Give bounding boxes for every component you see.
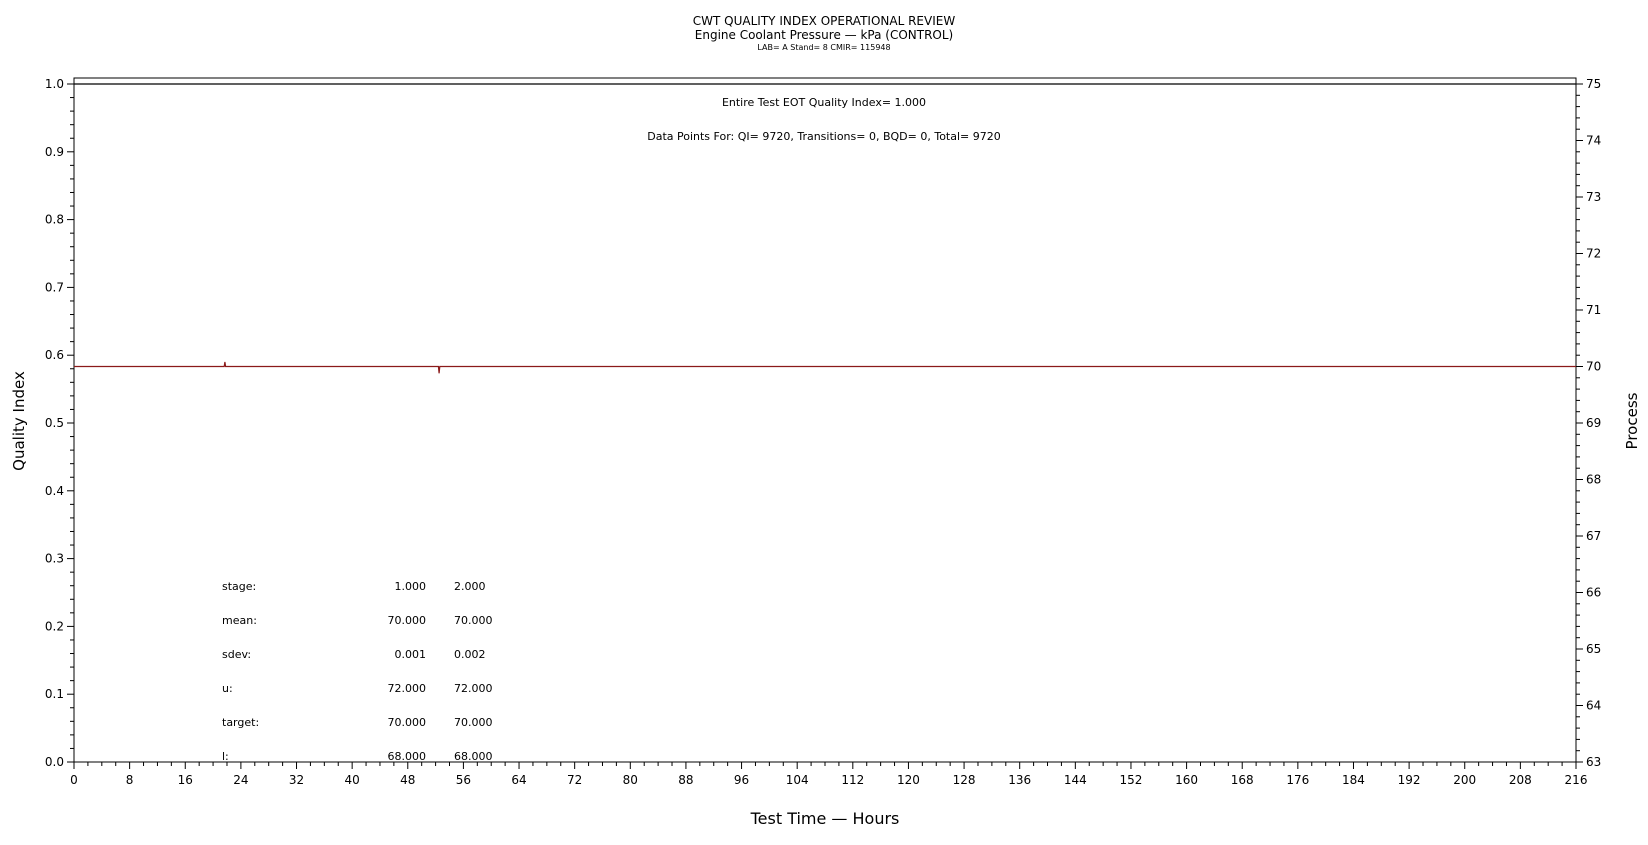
y-axis-right: 63 64 65 66 67 68 69 70 71 72 73 74 75	[1576, 77, 1601, 769]
stats-row-value-1: 70.000	[388, 716, 427, 729]
x-tick-label: 64	[511, 773, 526, 787]
y-tick-label: 0.9	[45, 145, 64, 159]
x-tick-label: 80	[623, 773, 638, 787]
x-tick-label: 40	[345, 773, 360, 787]
stats-row-value-1: 70.000	[388, 614, 427, 627]
y-tick-label: 0.0	[45, 755, 64, 769]
x-tick-label: 144	[1064, 773, 1087, 787]
x-tick-label: 168	[1231, 773, 1254, 787]
stats-row-value-1: 72.000	[388, 682, 427, 695]
stats-row-value-2: 2.000	[454, 580, 486, 593]
y2-tick-label: 71	[1586, 303, 1601, 317]
stats-row-value-2: 70.000	[454, 716, 493, 729]
x-tick-label: 184	[1342, 773, 1365, 787]
stats-row-value-2: 68.000	[454, 750, 493, 763]
y-tick-label: 0.6	[45, 348, 64, 362]
y-axis-left: 0.0 0.1 0.2 0.3 0.4 0.5 0.6 0.7 0.8 0.9 1.0	[45, 77, 74, 769]
x-tick-label: 120	[897, 773, 920, 787]
y2-axis-label: Process	[1623, 392, 1641, 449]
x-tick-label: 48	[400, 773, 415, 787]
y2-tick-label: 70	[1586, 360, 1601, 374]
y-axis-label: Quality Index	[10, 371, 28, 471]
stats-row-value-1: 68.000	[388, 750, 427, 763]
x-tick-label: 160	[1175, 773, 1198, 787]
series-layer	[74, 83, 1576, 374]
y-tick-label: 1.0	[45, 77, 64, 91]
chart-subtitle: Engine Coolant Pressure — kPa (CONTROL)	[694, 28, 954, 42]
y2-tick-label: 68	[1586, 473, 1601, 487]
y2-tick-label: 66	[1586, 586, 1601, 600]
stats-row-label: l:	[222, 750, 229, 763]
y2-tick-label: 73	[1586, 190, 1601, 204]
stats-row-value-2: 70.000	[454, 614, 493, 627]
y-tick-label: 0.7	[45, 280, 64, 294]
y-tick-label: 0.3	[45, 552, 64, 566]
x-axis: 0 8 16 24 32 40 48 56 64 72 80 88 96 104 112 120 128 136 1…	[70, 762, 1587, 787]
chart-title: CWT QUALITY INDEX OPERATIONAL REVIEW	[692, 14, 956, 28]
y-tick-label: 0.4	[45, 484, 64, 498]
y-tick-label: 0.1	[45, 687, 64, 701]
x-tick-label: 72	[567, 773, 582, 787]
y2-tick-label: 75	[1586, 77, 1601, 91]
stats-row-value-2: 0.002	[454, 648, 486, 661]
data-points-annotation: Data Points For: QI= 9720, Transitions= …	[647, 130, 1001, 143]
x-tick-label: 136	[1008, 773, 1031, 787]
stats-row-value-2: 72.000	[454, 682, 493, 695]
chart-meta: LAB= A Stand= 8 CMIR= 115948	[757, 43, 891, 52]
x-tick-label: 88	[678, 773, 693, 787]
y2-tick-label: 64	[1586, 699, 1601, 713]
y2-tick-label: 65	[1586, 642, 1601, 656]
x-tick-label: 152	[1120, 773, 1143, 787]
y2-tick-label: 72	[1586, 247, 1601, 261]
y-tick-label: 0.2	[45, 619, 64, 633]
x-tick-label: 192	[1398, 773, 1421, 787]
stats-row-label: u:	[222, 682, 233, 695]
quality-index-annotation: Entire Test EOT Quality Index= 1.000	[721, 96, 927, 109]
x-tick-label: 200	[1453, 773, 1476, 787]
x-tick-label: 208	[1509, 773, 1532, 787]
y2-tick-label: 74	[1586, 134, 1601, 148]
x-tick-label: 104	[786, 773, 809, 787]
stats-row-label: target:	[222, 716, 259, 729]
plot-frame	[73, 77, 1577, 763]
x-tick-label: 128	[953, 773, 976, 787]
stats-row-value-1: 0.001	[395, 648, 427, 661]
x-tick-label: 32	[289, 773, 304, 787]
x-tick-label: 8	[126, 773, 134, 787]
x-axis-label: Test Time — Hours	[750, 809, 900, 828]
x-tick-label: 112	[841, 773, 864, 787]
x-tick-label: 0	[70, 773, 78, 787]
x-tick-label: 16	[178, 773, 193, 787]
y2-tick-label: 63	[1586, 755, 1601, 769]
y2-tick-label: 69	[1586, 416, 1601, 430]
y2-tick-label: 67	[1586, 529, 1601, 543]
stats-row-label: mean:	[222, 614, 257, 627]
process-series-line	[74, 361, 1576, 374]
y-tick-label: 0.8	[45, 213, 64, 227]
stats-row-label: stage:	[222, 580, 256, 593]
x-tick-label: 24	[233, 773, 248, 787]
y-tick-label: 0.5	[45, 416, 64, 430]
stats-table: stage: 1.000 2.000 mean: 70.000 70.000 sdev: 0.…	[222, 580, 493, 763]
x-tick-label: 176	[1286, 773, 1309, 787]
stats-row-value-1: 1.000	[395, 580, 427, 593]
x-tick-label: 216	[1565, 773, 1588, 787]
x-tick-label: 96	[734, 773, 749, 787]
stats-row-label: sdev:	[222, 648, 251, 661]
x-tick-label: 56	[456, 773, 471, 787]
